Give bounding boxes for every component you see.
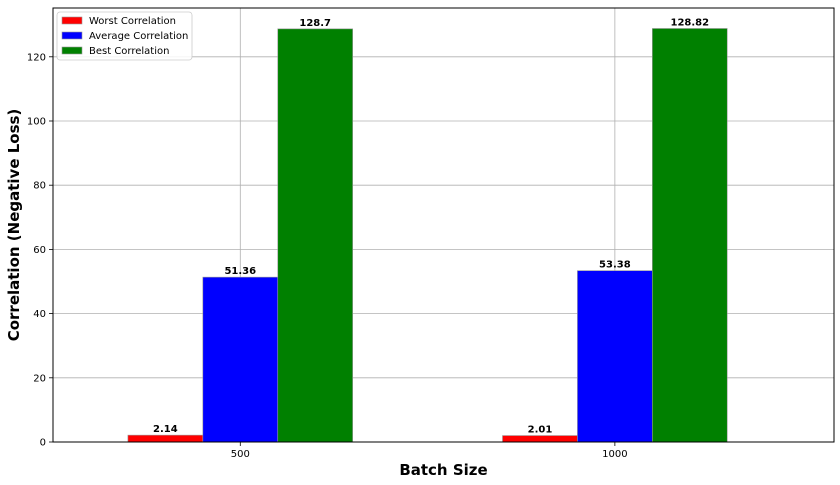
- worst-correlation-bar: [127, 434, 204, 443]
- x-tick-label: 500: [231, 449, 250, 460]
- worst-correlation-legend-swatch: [61, 16, 83, 25]
- y-tick-label: 80: [33, 181, 46, 192]
- y-tick-label: 0: [40, 438, 46, 449]
- worst-correlation-value-label: 2.01: [528, 425, 553, 436]
- worst-correlation-value-label: 2.14: [153, 424, 178, 435]
- legend: Worst Correlation Average Correlation Best…: [56, 11, 193, 61]
- best-correlation-value-label: 128.82: [670, 17, 709, 28]
- x-axis-title: Batch Size: [399, 461, 487, 479]
- best-correlation-bar: [277, 28, 353, 443]
- average-correlation-bar: [577, 270, 653, 443]
- best-correlation-value-label: 128.7: [299, 18, 331, 29]
- y-tick-label: 60: [33, 245, 46, 256]
- best-correlation-legend-label: Best Correlation: [89, 46, 169, 57]
- data-labels: 2.14 2.01 51.36 53.38 128.7 128.82: [153, 17, 709, 435]
- worst-correlation-bar: [502, 435, 578, 443]
- worst-correlation-legend-label: Worst Correlation: [89, 16, 176, 27]
- average-correlation-legend-label: Average Correlation: [89, 31, 188, 42]
- y-tick-label: 120: [27, 52, 46, 63]
- axis-ticks: 0 20 40 60 80 100 120 500 1000: [27, 52, 628, 460]
- x-tick-label: 1000: [602, 449, 627, 460]
- bars: [127, 28, 728, 443]
- average-correlation-value-label: 51.36: [224, 266, 256, 277]
- average-correlation-value-label: 53.38: [599, 260, 631, 271]
- average-correlation-legend-swatch: [61, 31, 83, 40]
- legend-box: [56, 11, 193, 61]
- average-correlation-bar: [202, 276, 279, 443]
- y-axis-title: Correlation (Negative Loss): [5, 109, 23, 342]
- y-tick-label: 20: [33, 373, 46, 384]
- best-correlation-bar: [652, 28, 728, 443]
- y-tick-label: 40: [33, 309, 46, 320]
- plot-area-frame: [52, 7, 835, 443]
- y-tick-label: 100: [27, 116, 46, 127]
- best-correlation-legend-swatch: [61, 46, 83, 55]
